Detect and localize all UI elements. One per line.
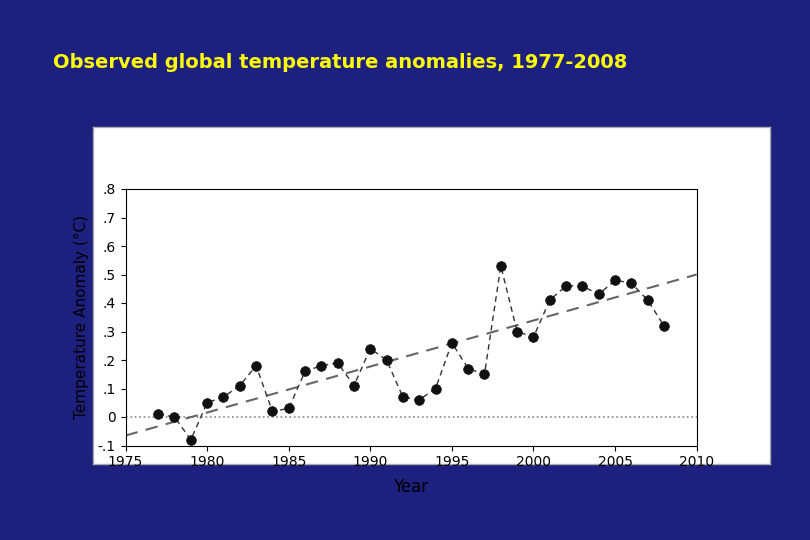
X-axis label: Year: Year	[394, 477, 428, 496]
Text: Observed global temperature anomalies, 1977-2008: Observed global temperature anomalies, 1…	[53, 52, 628, 72]
Y-axis label: Temperature Anomaly (°C): Temperature Anomaly (°C)	[75, 215, 89, 419]
